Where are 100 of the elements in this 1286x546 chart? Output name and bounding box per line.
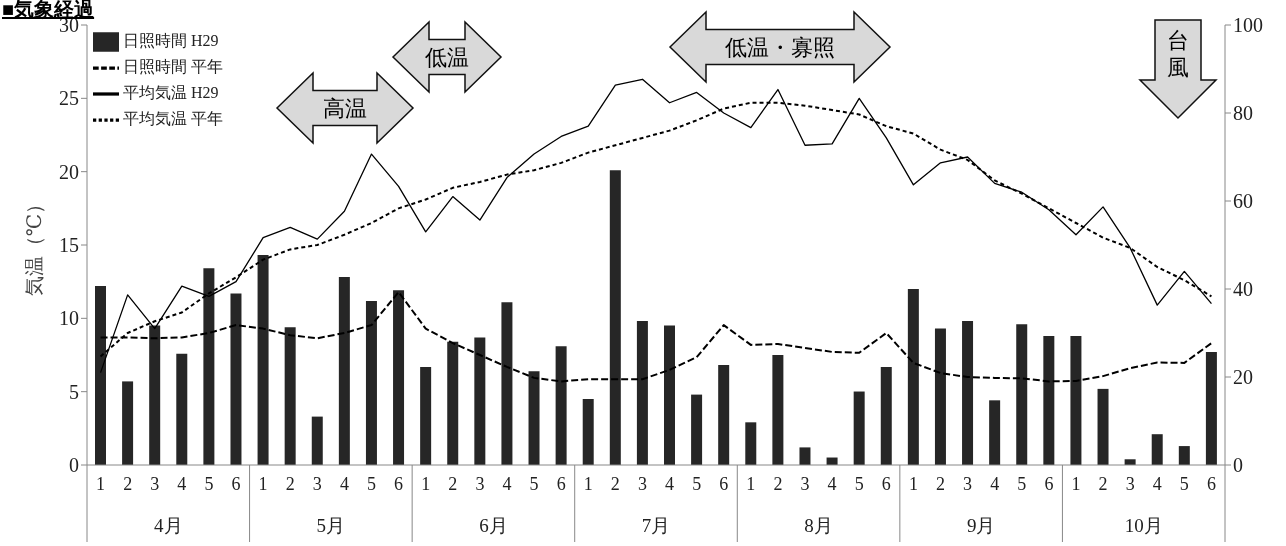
bar [745,422,757,465]
x-tick-label: 6 [231,473,241,494]
bar [799,447,811,465]
y-tick-label: 0 [69,454,79,477]
x-tick-label: 5 [1017,473,1027,494]
bar [1043,336,1055,465]
x-tick-label: 2 [448,473,458,494]
x-tick-label: 4 [339,473,349,494]
y-tick-label: 15 [59,234,79,257]
bar [501,302,513,465]
bar [582,399,594,465]
bar [1016,324,1028,465]
bar [691,394,703,465]
x-tick-label: 1 [746,473,756,494]
x-tick-label: 4 [665,473,675,494]
y2-tick-label: 40 [1233,278,1253,301]
x-tick-label: 2 [773,473,783,494]
bar [149,325,161,465]
x-tick-label: 3 [150,473,160,494]
x-tick-label: 4 [502,473,512,494]
bar [203,268,215,465]
bar [962,321,974,465]
bar [528,371,540,465]
x-tick-label: 6 [881,473,891,494]
x-tick-label: 2 [285,473,295,494]
bar [230,293,242,465]
bar [122,381,134,465]
bar [609,170,621,465]
x-tick-label: 6 [1044,473,1054,494]
text: 5月 [316,515,346,536]
bar [880,366,892,465]
y2-tick-label: 80 [1233,102,1253,125]
bar [420,366,432,465]
x-tick-label: 3 [637,473,647,494]
y-axis-title: 気温（℃） [23,193,46,297]
x-tick-label: 3 [312,473,322,494]
y-tick-label: 5 [69,380,79,403]
annotation: 低温・寡照 [725,35,835,60]
annotation: 高温 [323,96,367,121]
legend-label: 平均気温 平年 [123,109,223,127]
y2-tick-label: 60 [1233,190,1253,213]
x-tick-label: 4 [827,473,837,494]
bar [934,328,946,465]
x-tick-label: 6 [719,473,729,494]
text: 10月 [1124,515,1163,536]
bar [907,289,919,465]
x-tick-label: 1 [96,473,106,494]
x-tick-label: 3 [800,473,810,494]
x-tick-label: 5 [204,473,214,494]
bar [95,285,106,465]
y-tick-label: 25 [59,87,79,110]
bar [718,365,730,465]
bar [338,277,350,465]
x-tick-label: 5 [367,473,376,494]
x-tick-label: 3 [1125,473,1135,494]
x-tick-label: 3 [963,473,973,494]
text: 9月 [966,515,996,536]
bar [393,290,405,465]
x-tick-label: 4 [990,473,1000,494]
bar [1151,434,1163,465]
x-tick-label: 6 [556,473,566,494]
bar [311,416,323,465]
x-tick-label: 6 [394,473,404,494]
x-tick-label: 5 [1179,473,1189,494]
x-tick-label: 2 [610,473,620,494]
bar [176,353,188,465]
x-tick-label: 1 [583,473,593,494]
legend-label: 日照時間 H29 [123,31,219,49]
bar [853,391,865,465]
bar [474,337,486,465]
x-tick-label: 1 [908,473,918,494]
bar [989,400,1001,465]
bar [636,321,648,465]
y-tick-label: 10 [59,307,79,330]
bar [1205,351,1217,465]
y-tick-label: 20 [59,160,79,183]
bar [365,300,377,465]
x-tick-label: 6 [1206,473,1216,494]
legend-label: 日照時間 平年 [123,57,223,75]
annotation: 低温 [425,45,469,70]
bar [555,346,567,465]
x-tick-label: 2 [1098,473,1108,494]
x-tick-label: 5 [692,473,702,494]
annotation: 台風 [1167,28,1189,80]
x-tick-label: 2 [936,473,945,494]
x-tick-label: 5 [529,473,539,494]
bar [257,255,269,465]
bar [664,325,675,465]
bar [1178,446,1190,465]
text: 8月 [804,515,833,536]
text: 7月 [641,515,671,536]
x-tick-label: 4 [177,473,187,494]
x-tick-label: 1 [258,473,268,494]
x-tick-label: 5 [854,473,864,494]
text: 4月 [154,515,183,536]
bar [1070,336,1082,465]
bar [772,355,784,465]
y2-tick-label: 20 [1233,366,1253,389]
x-tick-label: 3 [475,473,485,494]
x-tick-label: 2 [123,473,133,494]
